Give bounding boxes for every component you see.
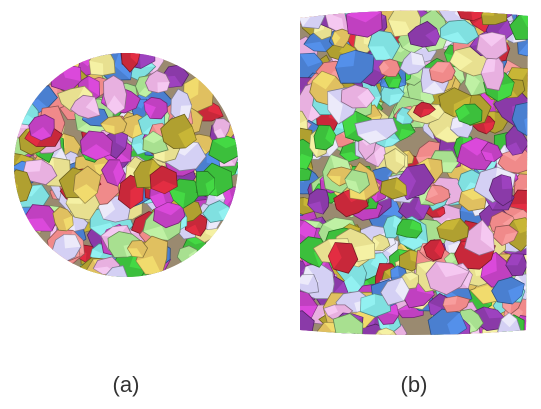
- particle-facet: [282, 313, 297, 339]
- particle-facet: [105, 276, 122, 286]
- particle-facet: [4, 194, 20, 214]
- particle-facet: [525, 231, 541, 243]
- particle-facet: [288, 77, 298, 94]
- particle: [482, 7, 508, 24]
- sphere-packing: [0, 37, 252, 289]
- particle-facet: [374, 334, 396, 346]
- panel-label: (a): [113, 372, 140, 397]
- particle-facet: [282, 202, 296, 216]
- particle-facet: [525, 169, 539, 185]
- particle-facet: [491, 336, 511, 350]
- particle: [5, 170, 33, 203]
- particle-facet: [285, 326, 299, 343]
- cylinder-packing: [276, 0, 541, 354]
- particle-facet: [24, 160, 42, 173]
- figure: (a) (b): [0, 0, 541, 409]
- particle-facet: [368, 336, 392, 349]
- particle-facet: [445, 335, 466, 352]
- particle: [514, 0, 538, 17]
- particle-facet: [527, 69, 541, 87]
- page: (a) (b) (() => { const data = JSON.parse…: [0, 0, 541, 409]
- panel-label: (b): [401, 372, 428, 397]
- particle-facet: [281, 134, 297, 156]
